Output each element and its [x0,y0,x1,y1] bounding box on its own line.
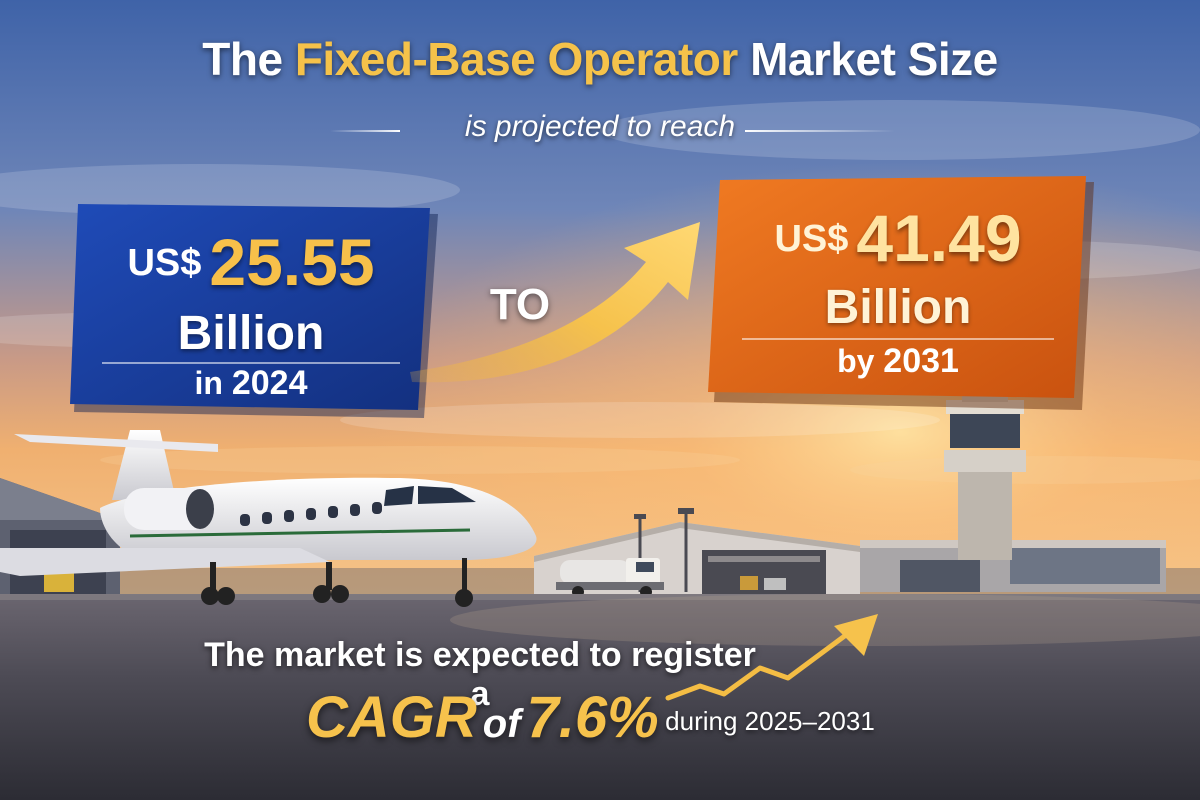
business-jet [0,430,537,607]
end-year-value: 2031 [883,342,959,380]
start-currency: US$ [127,242,202,284]
headline-prefix: The [202,33,283,85]
subtitle: is projected to reach [464,110,736,143]
start-unit: Billion [177,307,325,360]
growth-period: during 2025–2031 [665,706,875,736]
connector-label: TO [489,280,551,329]
growth-lead: The market is expected to register a [204,636,756,713]
cagr-statement: CAGR of 7.6% [306,684,659,751]
end-value-card-shape [708,176,1094,410]
headline-suffix: Market Size [750,33,998,85]
subtitle-rule-left [330,130,400,132]
end-value-card: US$ 41.49 Billion by 2031 [712,180,1084,398]
end-year: by 2031 [712,342,1084,381]
trend-up-icon [665,614,878,701]
subtitle-rule-right [745,130,895,132]
arrow-up-right-icon [410,222,700,383]
start-divider [102,362,400,364]
cagr-label: CAGR [306,685,477,750]
headline: The Fixed-Base Operator Market Size [0,32,1200,86]
start-value-card-shape [70,204,438,418]
end-amount-number: 41.49 [856,201,1022,275]
start-value-card: US$ 25.55 Billion in 2024 [72,206,430,412]
start-year: in 2024 [72,364,430,403]
start-amount-number: 25.55 [209,225,375,299]
end-divider [742,338,1054,340]
fuel-truck [556,558,664,598]
start-year-prefix: in [194,365,223,401]
end-year-prefix: by [837,343,875,379]
headline-highlight: Fixed-Base Operator [294,33,738,85]
terminal-building [860,540,1166,592]
cagr-of: of [482,702,521,746]
cagr-value: 7.6% [526,685,659,750]
control-tower [944,380,1026,560]
end-unit: Billion [824,281,972,334]
start-amount: US$ 25.55 [72,224,430,300]
start-year-value: 2024 [231,364,308,402]
end-amount: US$ 41.49 [712,200,1084,276]
end-currency: US$ [774,218,849,260]
